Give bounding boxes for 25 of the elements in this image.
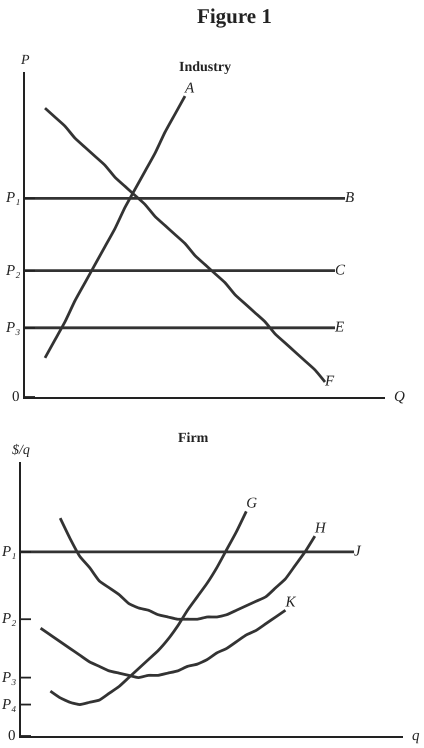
series-label: A: [184, 80, 195, 96]
caption: Figure 1: [197, 4, 272, 28]
series-label: J: [354, 544, 362, 560]
ref-line-label: P₂: [1, 611, 16, 627]
series-label: G: [246, 496, 258, 512]
ref-line-label: 0: [12, 389, 20, 405]
series-label: C: [335, 262, 346, 278]
ref-line-label: P₁: [5, 190, 20, 206]
series-label: H: [314, 520, 327, 536]
series-label: B: [345, 190, 354, 206]
ref-line-label: P₄: [1, 697, 16, 713]
y-axis-title: P: [20, 53, 30, 68]
y-axis-title: $/q: [12, 443, 30, 458]
x-axis-title: q: [412, 728, 420, 744]
series-label: E: [334, 320, 344, 336]
ref-line-label: 0: [8, 728, 16, 744]
ref-line-label: P₃: [1, 670, 16, 686]
chart-title: Industry: [179, 60, 232, 75]
ref-line-label: P₂: [5, 263, 20, 279]
ref-line-label: P₁: [1, 544, 16, 560]
ref-line-label: P₃: [5, 320, 20, 336]
series-label: F: [324, 374, 335, 390]
x-axis-title: Q: [394, 389, 405, 405]
series-label: K: [284, 594, 296, 610]
chart-title: Firm: [178, 431, 209, 446]
